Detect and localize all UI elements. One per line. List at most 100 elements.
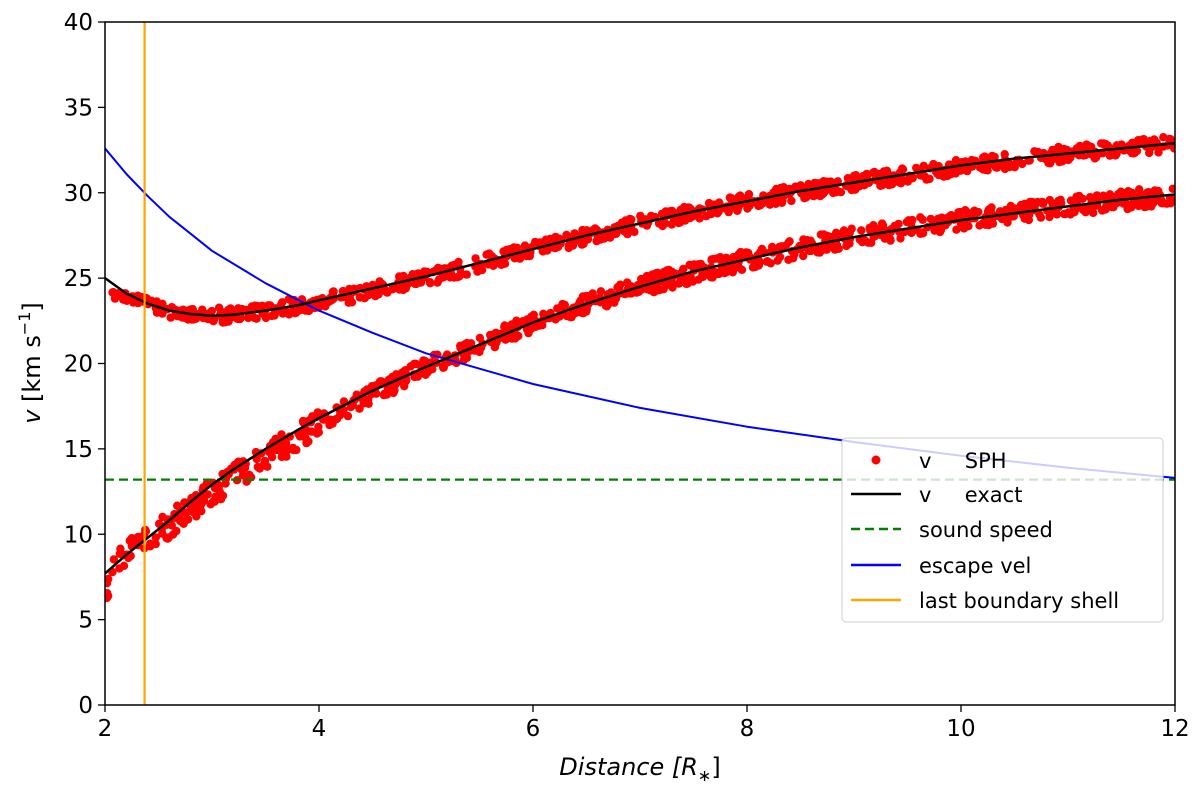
sph-point: [839, 226, 849, 235]
sph-point: [985, 207, 994, 217]
sph-point: [640, 275, 649, 284]
sph-point: [1058, 157, 1067, 166]
y-axis-label: v [km s−1]: [15, 302, 46, 424]
sph-point: [526, 324, 536, 334]
legend-entry-escape-vel: escape vel: [851, 554, 1031, 578]
sph-point: [876, 181, 885, 190]
sph-point: [307, 427, 316, 436]
sph-point: [847, 185, 856, 195]
sph-point: [758, 199, 767, 208]
sph-point: [816, 190, 825, 199]
sph-point: [894, 219, 903, 229]
sph-point: [345, 293, 354, 302]
sph-point: [1095, 192, 1104, 202]
sph-point: [523, 315, 532, 325]
sph-point: [907, 218, 916, 227]
sph-point: [438, 362, 448, 371]
sph-point: [1165, 134, 1174, 144]
sph-point: [245, 470, 254, 480]
sph-point: [1077, 142, 1087, 152]
legend: v SPH v exact sound speed escape vel las…: [841, 437, 1164, 623]
legend-entry-sound-speed: sound speed: [851, 518, 1053, 542]
sph-point: [278, 309, 287, 318]
sph-point: [722, 266, 732, 275]
sph-point: [596, 287, 606, 296]
sph-point: [682, 279, 691, 288]
sph-point: [879, 167, 889, 176]
sph-point: [289, 445, 298, 455]
sph-point: [325, 420, 334, 430]
sph-point: [162, 534, 171, 543]
sph-point: [716, 253, 725, 262]
sph-point: [688, 277, 698, 286]
sph-point: [397, 368, 406, 378]
sph-point: [568, 310, 577, 320]
sph-point: [158, 299, 167, 308]
sph-point: [332, 414, 342, 424]
sph-point: [261, 313, 271, 323]
sph-point: [425, 278, 435, 287]
sph-point: [834, 244, 843, 253]
sph-point: [304, 305, 313, 314]
sph-point: [748, 263, 758, 272]
sph-point: [416, 278, 426, 287]
sph-point: [221, 479, 230, 488]
sph-point: [371, 292, 380, 301]
y-tick-label: 15: [64, 437, 93, 463]
sph-point: [1030, 147, 1039, 156]
sph-point: [218, 318, 227, 327]
sph-point: [939, 172, 948, 181]
ticks: 2 4 6 8 10 12 0 5 10 15 20 25 30 35 40: [64, 10, 1190, 742]
sph-point: [968, 210, 978, 219]
sph-point: [520, 241, 530, 250]
exact-velocity-line: [105, 141, 1175, 317]
sph-point: [936, 226, 946, 235]
sph-point: [590, 224, 600, 233]
sph-point: [706, 273, 716, 282]
sph-point: [244, 313, 253, 323]
legend-label-exact: v exact: [919, 483, 1022, 507]
sph-point: [922, 175, 931, 184]
sph-point: [462, 353, 472, 363]
y-tick-label: 25: [64, 266, 93, 292]
sph-point: [507, 320, 516, 329]
sph-point: [823, 231, 832, 240]
sph-point: [579, 308, 588, 318]
sph-point: [602, 302, 612, 311]
sph-point: [1135, 185, 1144, 194]
sph-point: [1129, 149, 1139, 158]
sph-point: [684, 203, 693, 212]
sph-point: [315, 300, 324, 310]
sph-point: [596, 235, 605, 244]
sph-point: [1045, 212, 1054, 222]
sph-point: [129, 534, 138, 543]
sph-point: [367, 382, 377, 391]
sph-point: [1048, 145, 1057, 155]
sph-point: [471, 254, 480, 263]
sph-point: [706, 210, 716, 219]
sph-point: [887, 180, 897, 189]
x-tick-label: 4: [312, 716, 327, 742]
sph-point: [115, 564, 124, 573]
sph-point: [206, 500, 215, 509]
sph-point: [172, 526, 181, 536]
exact-velocity-line: [105, 193, 1175, 575]
sph-point: [199, 496, 209, 505]
sph-point: [1033, 197, 1042, 207]
sph-point: [951, 169, 960, 178]
sph-point: [799, 251, 808, 261]
sph-point: [799, 235, 808, 244]
x-tick-label: 10: [946, 716, 975, 742]
sph-point: [396, 272, 406, 281]
sph-point: [247, 302, 257, 311]
sph-point: [668, 278, 677, 288]
sph-point: [775, 242, 784, 252]
sph-point: [627, 215, 636, 224]
sph-point: [659, 284, 668, 294]
sph-point: [1128, 188, 1137, 198]
plot-contents: [105, 22, 1175, 705]
sph-point: [226, 304, 235, 313]
sph-point: [539, 309, 548, 318]
sph-point: [183, 515, 193, 524]
